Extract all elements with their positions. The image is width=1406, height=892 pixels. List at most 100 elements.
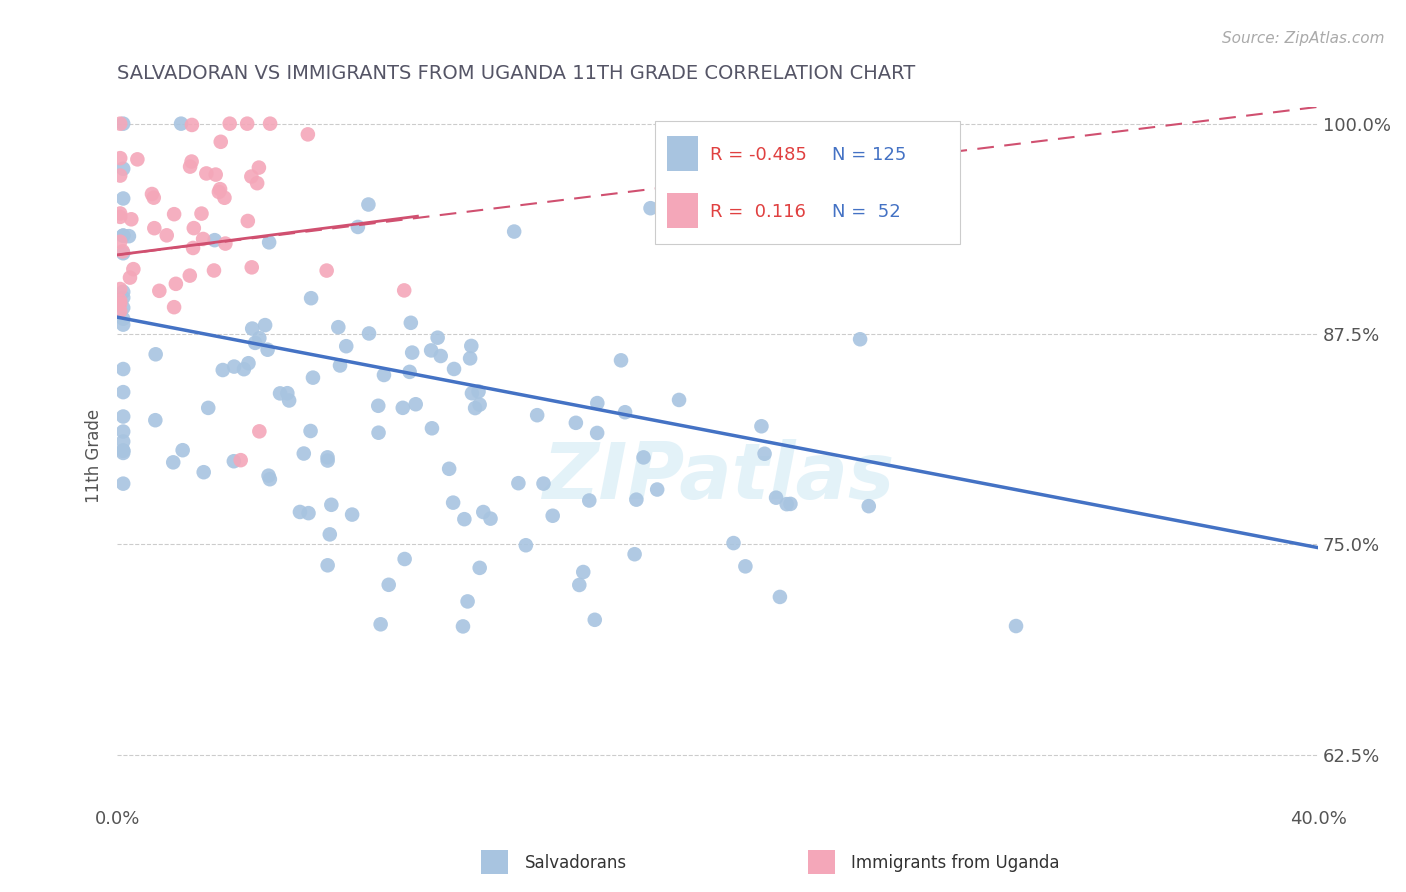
Point <box>240 169 263 184</box>
Point <box>457 594 479 608</box>
Point <box>120 212 142 227</box>
Point <box>190 206 212 220</box>
Point <box>112 311 135 326</box>
Point <box>179 268 201 283</box>
Point <box>108 151 131 165</box>
Point <box>453 512 475 526</box>
Point <box>776 497 799 511</box>
Point <box>751 419 773 434</box>
Point <box>292 446 315 460</box>
Point <box>754 447 776 461</box>
Point <box>108 117 131 131</box>
Text: R = -0.485: R = -0.485 <box>710 146 807 164</box>
Point <box>633 450 655 465</box>
Point <box>143 221 166 235</box>
Point <box>229 453 252 467</box>
Point <box>224 359 246 374</box>
Point <box>112 161 135 176</box>
Point <box>420 421 443 435</box>
Point <box>479 511 502 525</box>
Point <box>127 153 149 167</box>
Point <box>401 345 423 359</box>
Point <box>112 228 135 243</box>
Point <box>426 331 449 345</box>
Point <box>467 384 489 399</box>
Point <box>112 443 135 458</box>
Point <box>623 547 645 561</box>
Point <box>458 351 481 366</box>
Point <box>399 316 422 330</box>
Text: SALVADORAN VS IMMIGRANTS FROM UGANDA 11TH GRADE CORRELATION CHART: SALVADORAN VS IMMIGRANTS FROM UGANDA 11T… <box>117 64 915 83</box>
Point <box>568 578 591 592</box>
Point <box>193 465 215 479</box>
Point <box>202 263 225 277</box>
Point <box>108 235 131 249</box>
Point <box>586 425 609 440</box>
Point <box>163 207 186 221</box>
Point <box>765 491 787 505</box>
Point <box>278 393 301 408</box>
Point <box>165 277 187 291</box>
Point <box>163 300 186 314</box>
Point <box>236 214 259 228</box>
Point <box>112 301 135 315</box>
Point <box>367 399 389 413</box>
Text: Immigrants from Uganda: Immigrants from Uganda <box>851 854 1060 871</box>
Point <box>347 219 370 234</box>
Point <box>112 291 135 305</box>
Point <box>779 497 801 511</box>
Point <box>112 409 135 424</box>
Point <box>118 229 141 244</box>
Point <box>329 359 352 373</box>
Point <box>398 365 420 379</box>
Point <box>179 160 201 174</box>
Point <box>112 385 135 400</box>
Point <box>723 536 745 550</box>
Point <box>108 169 131 183</box>
Point <box>503 225 526 239</box>
Point <box>377 578 399 592</box>
Point <box>191 232 214 246</box>
Point <box>451 619 474 633</box>
Point <box>148 284 170 298</box>
Point <box>112 192 135 206</box>
Point <box>247 331 270 345</box>
Point <box>172 443 194 458</box>
Point <box>340 508 363 522</box>
Point <box>269 386 291 401</box>
Point <box>583 613 606 627</box>
Point <box>218 117 240 131</box>
Point <box>112 362 135 376</box>
Point <box>156 228 179 243</box>
Point <box>565 416 588 430</box>
Point <box>302 370 325 384</box>
Point <box>461 386 484 401</box>
Point <box>297 128 319 142</box>
Point <box>112 285 135 299</box>
Point <box>1005 619 1028 633</box>
Point <box>319 527 342 541</box>
Point <box>316 558 339 573</box>
Point <box>357 326 380 341</box>
Point <box>259 472 281 486</box>
Point <box>247 161 270 175</box>
Point <box>108 304 131 318</box>
Point <box>145 347 167 361</box>
Text: Salvadorans: Salvadorans <box>524 854 627 871</box>
Point <box>405 397 427 411</box>
Point <box>180 118 202 132</box>
Point <box>181 241 204 255</box>
Point <box>112 318 135 332</box>
Point <box>668 392 690 407</box>
Point <box>112 425 135 439</box>
Point <box>367 425 389 440</box>
Point <box>299 424 322 438</box>
Point <box>222 454 245 468</box>
Point <box>572 565 595 579</box>
Point <box>357 197 380 211</box>
Point <box>197 401 219 415</box>
Point <box>254 318 277 332</box>
Point <box>626 492 648 507</box>
Point <box>209 182 232 196</box>
Point <box>420 343 443 358</box>
